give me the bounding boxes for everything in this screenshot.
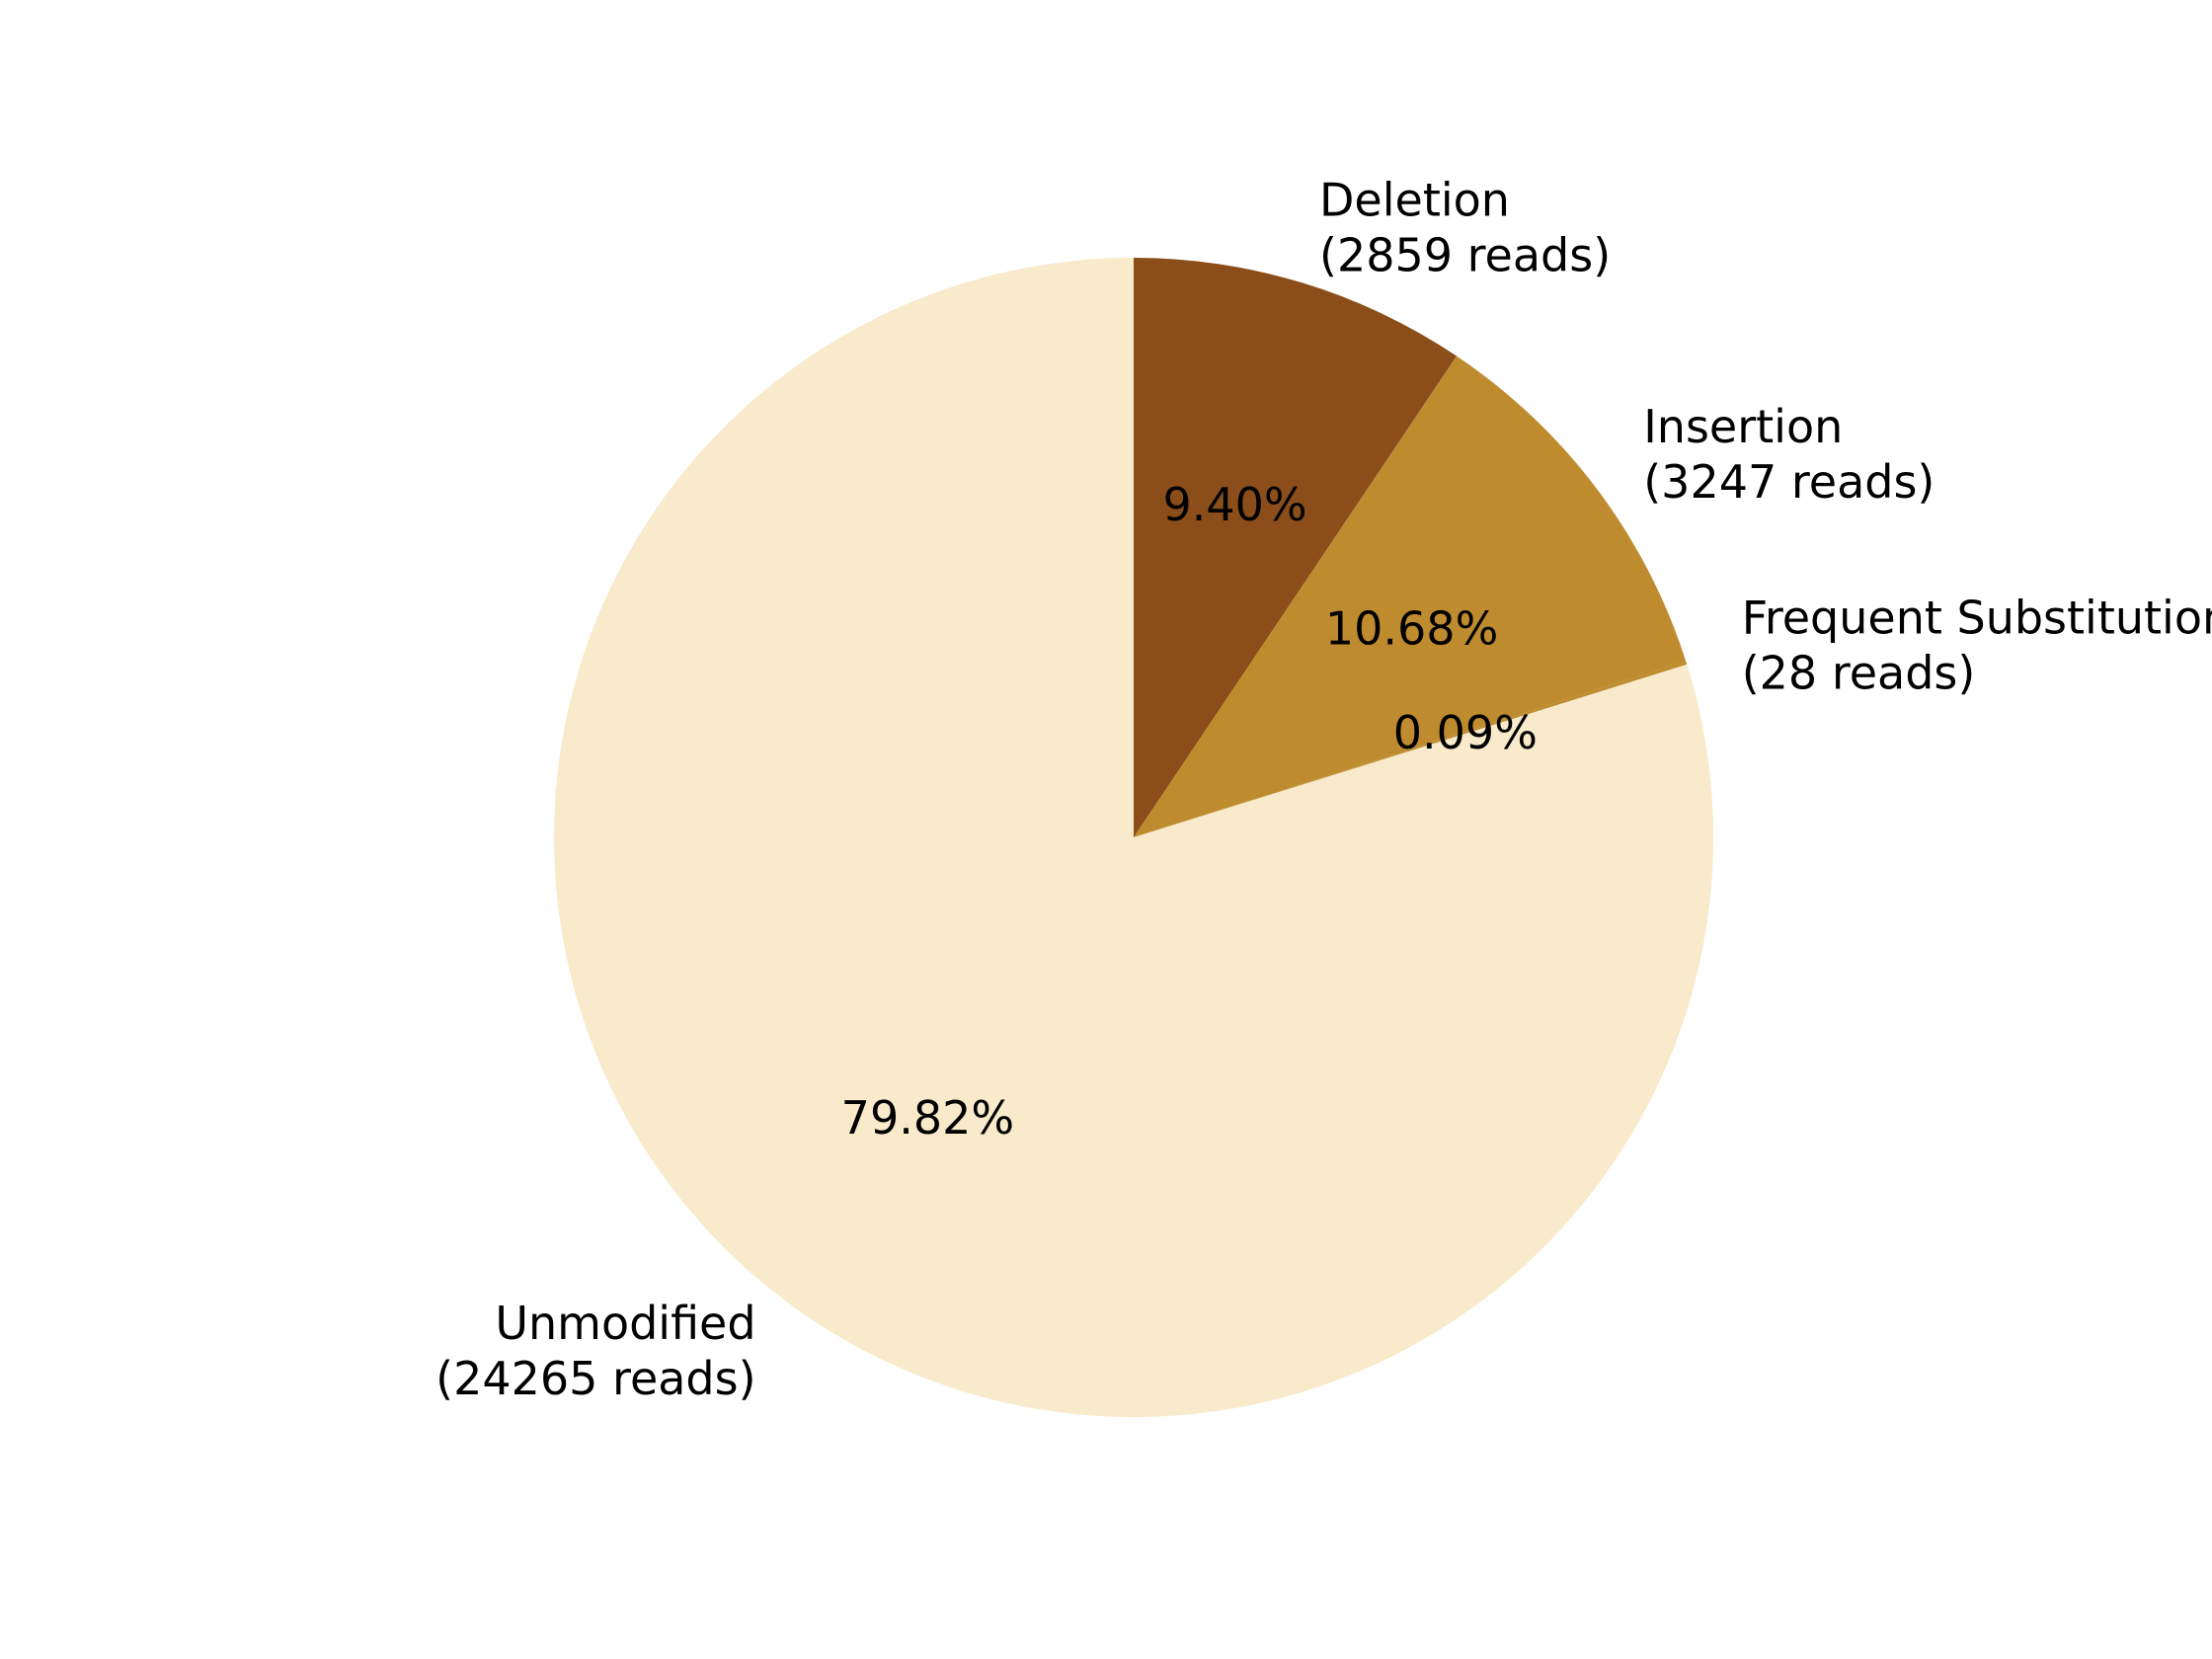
- slice-label-reads-frequent-substitution: (28 reads): [1742, 647, 1976, 700]
- slices-layer: [554, 258, 1713, 1417]
- slice-label-deletion: Deletion (2859 reads): [1319, 173, 1611, 281]
- percent-labels-layer: 9.40% 10.68% 0.09% 79.82%: [841, 478, 1538, 1145]
- slice-label-name-deletion: Deletion: [1319, 173, 1510, 226]
- pie-slice-insertion: [1134, 356, 1687, 837]
- slice-label-reads-insertion: (3247 reads): [1643, 455, 1935, 509]
- slice-label-insertion: Insertion (3247 reads): [1643, 400, 1935, 509]
- percent-label-deletion: 9.40%: [1162, 478, 1306, 531]
- slice-label-reads-unmodified: (24265 reads): [435, 1352, 755, 1405]
- percent-label-insertion: 10.68%: [1325, 601, 1498, 655]
- slice-label-name-unmodified: Unmodified: [495, 1297, 755, 1350]
- percent-label-frequent-substitution: 0.09%: [1393, 706, 1538, 759]
- pie-slice-unmodified: [554, 258, 1713, 1417]
- slice-label-frequent-substitution: Frequent Substitution (28 reads): [1742, 592, 2212, 700]
- slice-label-unmodified: Unmodified (24265 reads): [435, 1297, 755, 1405]
- pie-slice-deletion: [1134, 258, 1458, 837]
- slice-label-name-insertion: Insertion: [1643, 400, 1843, 453]
- percent-label-unmodified: 79.82%: [841, 1091, 1014, 1145]
- slice-label-name-frequent-substitution: Frequent Substitution: [1742, 592, 2212, 645]
- slice-labels-layer: Deletion (2859 reads) Insertion (3247 reads…: [435, 173, 2212, 1405]
- pie-slice-frequent-substitution: [1134, 661, 1688, 837]
- slice-label-reads-deletion: (2859 reads): [1319, 228, 1611, 281]
